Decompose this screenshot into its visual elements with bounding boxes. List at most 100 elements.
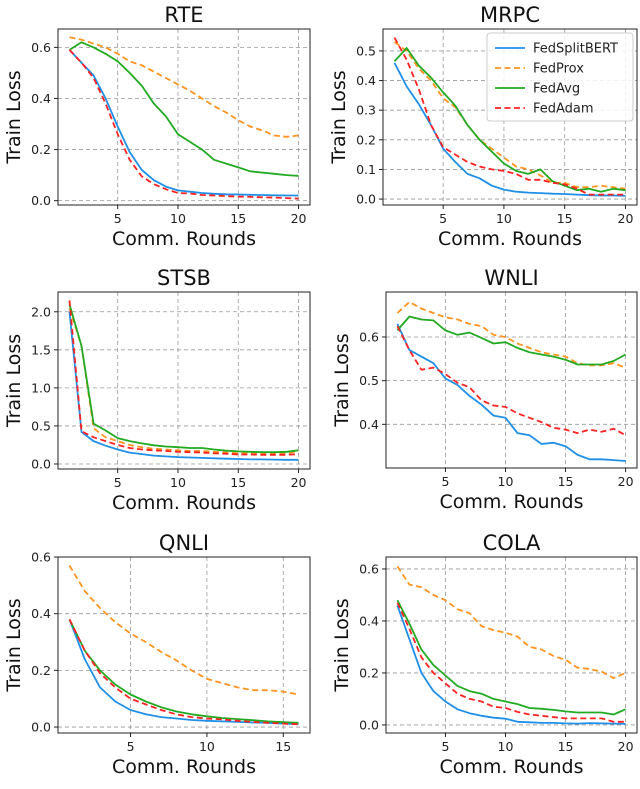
series-line-fedavg [68, 619, 299, 724]
y-axis-label: Train Loss [3, 598, 25, 692]
series-line-fedavg [69, 41, 299, 177]
x-tick-label: 20 [618, 474, 634, 489]
y-tick-label: 0.5 [356, 43, 376, 58]
series-line-fedprox [393, 41, 626, 190]
subplot-title: QNLI [159, 531, 209, 555]
subplot-title: WNLI [484, 266, 538, 290]
plot-frame [385, 291, 638, 469]
series-line-fedavg [396, 599, 626, 716]
series-line-fedadam [68, 300, 299, 456]
series-line-fedadam [396, 325, 627, 436]
plot-frame [385, 556, 638, 734]
y-tick-label: 0.5 [359, 373, 379, 388]
x-tick-label: 5 [441, 474, 449, 489]
x-tick-label: 15 [275, 739, 291, 754]
y-axis-label: Train Loss [3, 334, 25, 428]
legend-box [486, 32, 634, 122]
subplot-title: MRPC [480, 3, 540, 27]
plot-frame [57, 556, 311, 734]
x-tick-label: 5 [114, 211, 122, 226]
x-tick-label: 5 [114, 475, 122, 490]
y-tick-label: 1.5 [31, 342, 51, 357]
subplot-title: RTE [164, 3, 203, 27]
y-tick-label: 0.4 [356, 73, 376, 88]
y-tick-label: 0.0 [31, 193, 51, 208]
x-axis-label: Comm. Rounds [112, 228, 256, 250]
legend-label: FedProx [533, 62, 584, 77]
subplot-title: COLA [483, 531, 541, 555]
series-line-fedadam [396, 602, 626, 723]
x-tick-label: 10 [496, 211, 512, 226]
series-line-fedadam [393, 37, 626, 196]
x-tick-label: 10 [199, 739, 215, 754]
y-tick-label: 0.6 [359, 561, 379, 576]
x-tick-label: 15 [557, 211, 573, 226]
y-tick-label: 2.0 [31, 304, 51, 319]
y-tick-label: 1.0 [31, 380, 51, 395]
x-tick-label: 10 [498, 739, 514, 754]
y-tick-label: 0.2 [359, 665, 379, 680]
y-axis-label: Train Loss [3, 70, 25, 164]
y-tick-label: 0.0 [356, 192, 376, 207]
subplot-stsb: 5 10 15 20 0.0 0.5 1.0 1.5 2.0 STSB Comm. Rounds Tr… [3, 266, 311, 514]
legend-label: FedAdam [533, 102, 594, 117]
x-tick-label: 20 [291, 475, 307, 490]
plot-frame [57, 28, 311, 206]
y-axis-label: Train Loss [331, 598, 353, 692]
y-tick-label: 0.0 [31, 720, 51, 735]
subplot-rte: 5 10 15 20 0.0 0.2 0.4 0.6 RTE Comm. Rounds Train … [3, 3, 311, 250]
y-axis-label: Train Loss [331, 333, 353, 427]
series-line-fedavg [68, 303, 299, 454]
subplot-wnli: 5 10 15 20 0.4 0.5 0.6 WNLI Comm. Rounds Train Lo… [331, 266, 638, 513]
y-tick-label: 0.6 [359, 329, 379, 344]
series-line-fedprox [396, 565, 626, 679]
series-line-fedavg [396, 315, 627, 366]
y-tick-label: 0.6 [31, 550, 51, 565]
legend: FedSplitBERT FedProx FedAvg FedAdam [486, 32, 634, 122]
series-line-fedsplitbert [68, 311, 299, 461]
y-tick-label: 0.0 [359, 717, 379, 732]
legend-label: FedAvg [533, 82, 580, 97]
y-tick-label: 0.1 [356, 162, 376, 177]
x-tick-label: 15 [230, 211, 246, 226]
y-tick-label: 0.2 [31, 142, 51, 157]
x-axis-label: Comm. Rounds [112, 492, 256, 514]
plot-frame [57, 291, 311, 470]
y-axis-label: Train Loss [328, 70, 350, 164]
subplot-title: STSB [157, 266, 211, 290]
series-line-fedprox [396, 301, 626, 369]
y-tick-label: 0.6 [31, 40, 51, 55]
y-tick-label: 0.5 [31, 418, 51, 433]
x-axis-label: Comm. Rounds [112, 756, 256, 778]
y-tick-label: 0.4 [31, 91, 51, 106]
y-tick-label: 0.4 [359, 417, 379, 432]
x-tick-label: 15 [558, 739, 574, 754]
y-tick-label: 0.4 [31, 606, 51, 621]
x-axis-label: Comm. Rounds [439, 491, 583, 513]
series-line-fedadam [68, 49, 299, 200]
series-line-fedsplitbert [396, 605, 626, 725]
x-tick-label: 5 [441, 739, 449, 754]
series-line-fedprox [68, 307, 299, 455]
y-tick-label: 0.4 [359, 613, 379, 628]
x-tick-label: 20 [618, 739, 634, 754]
y-tick-label: 0.0 [31, 456, 51, 471]
series-line-fedadam [68, 619, 299, 726]
subplot-cola: 5 10 15 20 0.0 0.2 0.4 0.6 COLA Comm. Rounds Train… [331, 531, 638, 778]
series-line-fedprox [68, 565, 299, 696]
series-line-fedprox [69, 36, 299, 138]
series-line-fedsplitbert [68, 49, 299, 197]
subplot-qnli: 5 10 15 0.0 0.2 0.4 0.6 QNLI Comm. Rounds Train L… [3, 531, 311, 778]
x-tick-label: 15 [558, 474, 574, 489]
y-tick-label: 0.3 [356, 103, 376, 118]
series-line-fedavg [393, 47, 626, 193]
subplot-mrpc: 5 10 15 20 0.0 0.1 0.2 0.3 0.4 0.5 MRPC Comm. Round… [328, 3, 638, 250]
legend-label: FedSplitBERT [533, 42, 618, 57]
series-line-fedsplitbert [396, 323, 626, 462]
x-tick-label: 15 [230, 475, 246, 490]
plot-frame [382, 28, 638, 206]
y-tick-label: 0.2 [31, 663, 51, 678]
x-tick-label: 20 [618, 211, 634, 226]
y-tick-label: 0.2 [356, 132, 376, 147]
